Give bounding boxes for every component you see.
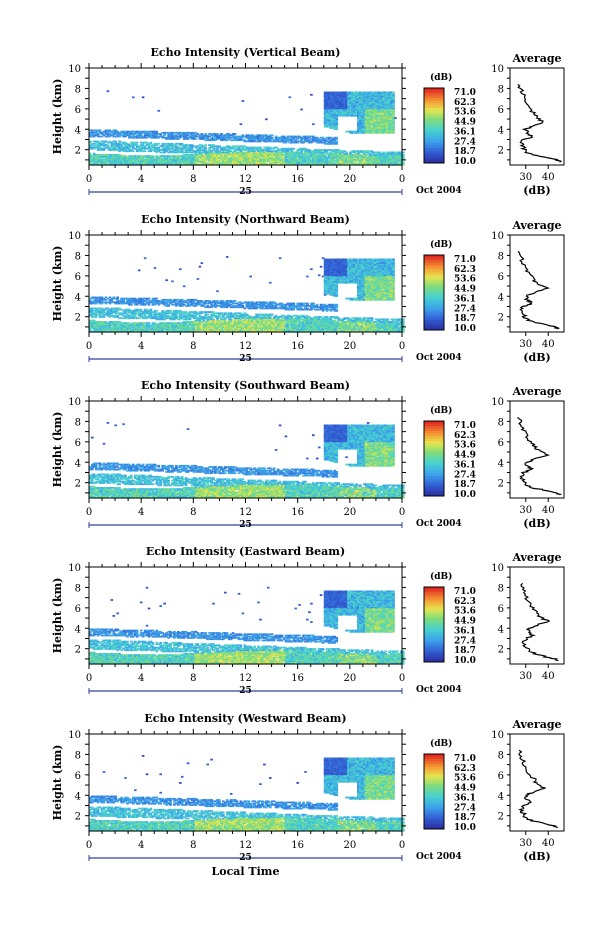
heatmap-cell: [265, 118, 268, 120]
y-tick-label: 10: [68, 64, 81, 75]
heatmap-cell: [107, 144, 110, 146]
x-tick-label: 0: [399, 174, 405, 185]
heatmap-cell: [392, 92, 395, 94]
heatmap-cell: [156, 310, 159, 312]
chart-title: Echo Intensity (Vertical Beam): [150, 46, 340, 59]
heatmap-cell: [158, 143, 161, 145]
x-tick-label: 4: [138, 174, 144, 185]
colorbar-tick-label: 44.9: [454, 118, 476, 128]
profile-x-axis-label: (dB): [523, 184, 550, 197]
y-tick-label: 8: [75, 84, 81, 95]
y-tick-label: 4: [75, 125, 81, 136]
heatmap-cell: [179, 268, 182, 270]
heatmap-cell: [195, 138, 198, 140]
heatmap-cell: [148, 298, 151, 300]
heatmap-cell: [293, 148, 296, 150]
heatmap-cell: [165, 279, 168, 281]
month-label: Oct 2004: [416, 186, 462, 196]
heatmap-cell: [140, 309, 143, 311]
heatmap-cell: [138, 270, 141, 272]
heatmap-cell: [271, 137, 274, 139]
colorbar-tick-label: 10.0: [454, 157, 476, 167]
x-tick-label: 0: [86, 174, 92, 185]
heatmap-cell: [107, 90, 110, 92]
heatmap-cell: [310, 94, 313, 96]
heatmap-cell: [234, 133, 237, 135]
heatmap-cell: [136, 142, 139, 144]
heatmap-cell: [144, 150, 147, 152]
colorbar: [424, 88, 444, 164]
heatmap-cell: [132, 150, 135, 152]
heatmap-cell: [242, 100, 245, 102]
chart-panel: Echo Intensity (Northward Beam)246810Hei…: [51, 213, 564, 364]
heatmap-cell: [312, 123, 315, 125]
profile-y-tick-label: 8: [498, 84, 504, 95]
profile-x-tick-label: 30: [519, 172, 532, 183]
heatmap-cell: [148, 322, 151, 324]
profile-y-tick-label: 6: [498, 105, 504, 116]
heatmap-cell: [132, 96, 135, 98]
heatmap-cell: [336, 137, 339, 139]
heatmap: [89, 90, 405, 165]
chart-panel: Echo Intensity (Vertical Beam) 2 4 6 8 10 Heig…: [51, 46, 564, 197]
heatmap-cell: [240, 123, 243, 125]
heatmap: [89, 256, 405, 333]
heatmap-cell: [99, 130, 102, 132]
x-tick-label: 16: [291, 174, 304, 185]
heatmap-cell: [289, 96, 292, 98]
profile-x-tick-label: 40: [542, 172, 555, 183]
echo-intensity-figure: Echo Intensity (Vertical Beam) 2 4 6 8 10 Heig…: [0, 0, 616, 929]
day-label: 25: [239, 187, 252, 197]
heatmap-cell: [259, 147, 262, 149]
y-tick-label: 2: [75, 146, 81, 157]
heatmap-cell: [150, 142, 153, 144]
heatmap-cell: [204, 147, 207, 149]
heatmap-cell: [271, 134, 274, 136]
heatmap-cell: [156, 131, 159, 133]
heatmap-cell: [336, 141, 339, 143]
heatmap-cell: [150, 309, 153, 311]
colorbar-tick-label: 71.0: [454, 88, 476, 98]
y-axis-label: Height (km): [51, 79, 64, 155]
y-tick-label: 6: [75, 105, 81, 116]
colorbar-tick-label: 36.1: [454, 127, 476, 137]
heatmap-cell: [300, 109, 303, 111]
heatmap-cell: [204, 144, 207, 146]
profile-title: Average: [511, 52, 561, 65]
heatmap-cell: [116, 297, 119, 299]
heatmap-cell: [171, 281, 174, 283]
heatmap-cell: [156, 298, 159, 300]
colorbar-unit: (dB): [430, 72, 452, 83]
colorbar-tick-label: 53.6: [454, 108, 476, 118]
heatmap-cell: [114, 141, 117, 143]
profile-y-tick-label: 2: [498, 146, 504, 157]
x-tick-label: 12: [239, 174, 252, 185]
heatmap-cell: [154, 267, 157, 269]
heatmap-cell: [197, 278, 200, 280]
heatmap-cell: [394, 117, 397, 119]
heatmap-cell: [144, 257, 147, 259]
heatmap-cell: [183, 285, 186, 287]
x-tick-label: 20: [343, 174, 356, 185]
profile-y-tick-label: 4: [498, 125, 504, 136]
colorbar-tick-label: 62.3: [454, 98, 476, 108]
colorbar-tick-label: 18.7: [454, 147, 476, 157]
heatmap-cell: [142, 96, 145, 98]
profile-line: [518, 84, 561, 162]
colorbar-tick-label: 27.4: [454, 137, 476, 147]
heatmap-cell: [158, 110, 161, 112]
x-tick-label: 8: [190, 174, 196, 185]
heatmap-cell: [345, 152, 348, 154]
profile-y-tick-label: 10: [491, 64, 504, 75]
chart-title: Echo Intensity (Northward Beam): [141, 213, 350, 226]
